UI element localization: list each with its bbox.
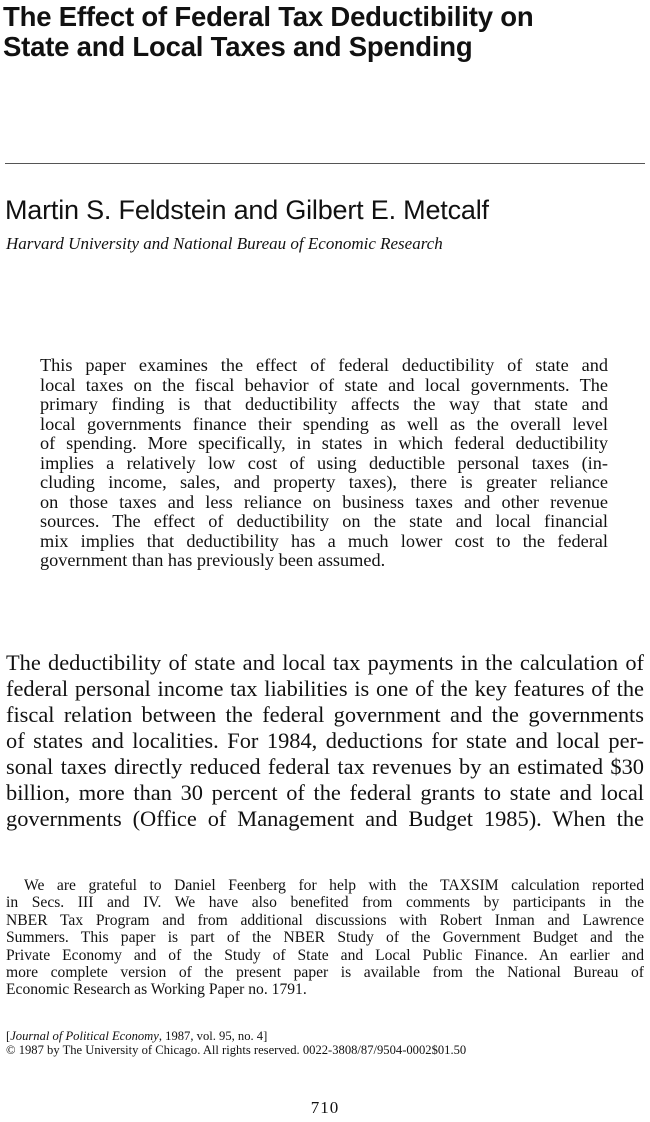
footnote-line: in Secs. III and IV. We have also benefi…	[6, 894, 644, 912]
abstract-line: cluding income, sales, and property taxe…	[40, 472, 608, 492]
abstract-line: of spending. More specifically, in state…	[40, 433, 608, 453]
abstract-line: local taxes on the fiscal behavior of st…	[40, 374, 608, 395]
page-number: 710	[310, 1098, 340, 1117]
author-names: Martin S. Feldstein and Gilbert E. Metca…	[5, 195, 489, 225]
journal-citation: [Journal of Political Economy, 1987, vol…	[6, 1029, 267, 1044]
author-affiliation: Harvard University and National Bureau o…	[6, 234, 443, 253]
abstract-line: on those taxes and less reliance on busi…	[40, 491, 608, 512]
body-line: fiscal relation between the federal gove…	[6, 702, 644, 727]
body-paragraph: The deductibility of state and local tax…	[6, 650, 644, 832]
abstract: This paper examines the effect of federa…	[40, 355, 608, 571]
footnote-line: NBER Tax Program and from additional dis…	[6, 911, 644, 929]
body-line: sonal taxes directly reduced federal tax…	[6, 754, 644, 779]
abstract-line: This paper examines the effect of federa…	[40, 355, 608, 375]
abstract-line: primary finding is that deductibility af…	[40, 394, 608, 414]
abstract-line: mix implies that deductibility has a muc…	[40, 530, 608, 551]
citation-bracket: [	[6, 1029, 11, 1043]
copyright-notice: © 1987 by The University of Chicago. All…	[6, 1043, 467, 1057]
footnote-line: more complete version of the present pap…	[6, 964, 644, 982]
body-line: federal personal income tax liabilities …	[6, 676, 644, 701]
paper-title: The Effect of Federal Tax Deductibility …	[3, 2, 643, 62]
abstract-line: local governments finance their spending…	[40, 413, 608, 434]
journal-name: Journal of Political Economy	[10, 1029, 159, 1043]
acknowledgment-footnote: We are grateful to Daniel Feenberg for h…	[6, 877, 644, 999]
footnote-line: We are grateful to Daniel Feenberg for h…	[24, 877, 644, 894]
citation-details: , 1987, vol. 95, no. 4]	[158, 1029, 268, 1043]
footnote-line: Summers. This paper is part of the NBER …	[6, 929, 644, 947]
body-line: of states and localities. For 1984, dedu…	[6, 728, 644, 753]
abstract-line: government than has previously been assu…	[40, 550, 386, 570]
abstract-line: sources. The effect of deductibility on …	[40, 511, 608, 531]
footnote-line: Economic Research as Working Paper no. 1…	[6, 981, 307, 999]
body-line: The deductibility of state and local tax…	[6, 650, 644, 675]
footnote-line: Private Economy and of the Study of Stat…	[6, 946, 644, 964]
title-line: The Effect of Federal Tax Deductibility …	[3, 1, 534, 32]
body-line: billion, more than 30 percent of the fed…	[6, 780, 644, 805]
body-line: governments (Office of Management and Bu…	[6, 806, 644, 831]
title-line: State and Local Taxes and Spending	[3, 31, 473, 62]
abstract-line: implies a relatively low cost of using d…	[40, 452, 608, 473]
title-divider	[5, 163, 645, 164]
